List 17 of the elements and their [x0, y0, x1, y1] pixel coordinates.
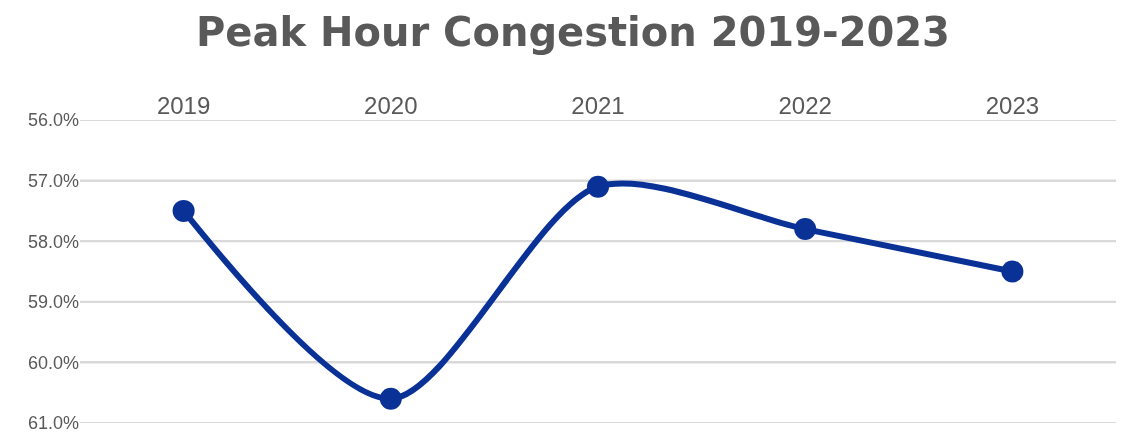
- chart-title: Peak Hour Congestion 2019-2023: [196, 8, 950, 55]
- point: [172, 199, 195, 222]
- point: [379, 387, 402, 410]
- x-tick-label: 2021: [571, 92, 625, 120]
- point: [587, 175, 609, 198]
- y-tick-label: 59.0%: [27, 292, 79, 313]
- y-tick-label: 56.0%: [27, 110, 79, 131]
- y-tick-label: 57.0%: [27, 170, 79, 191]
- y-tick-label: 61.0%: [27, 413, 79, 434]
- y-tick-label: 60.0%: [27, 352, 79, 373]
- x-tick-label: 2023: [985, 92, 1040, 120]
- point: [794, 218, 817, 241]
- y-tick-label: 58.0%: [27, 231, 79, 252]
- x-tick-label: 2020: [364, 92, 418, 120]
- x-tick-label: 2019: [156, 92, 211, 120]
- point: [1001, 260, 1024, 283]
- x-tick-label: 2022: [778, 92, 832, 120]
